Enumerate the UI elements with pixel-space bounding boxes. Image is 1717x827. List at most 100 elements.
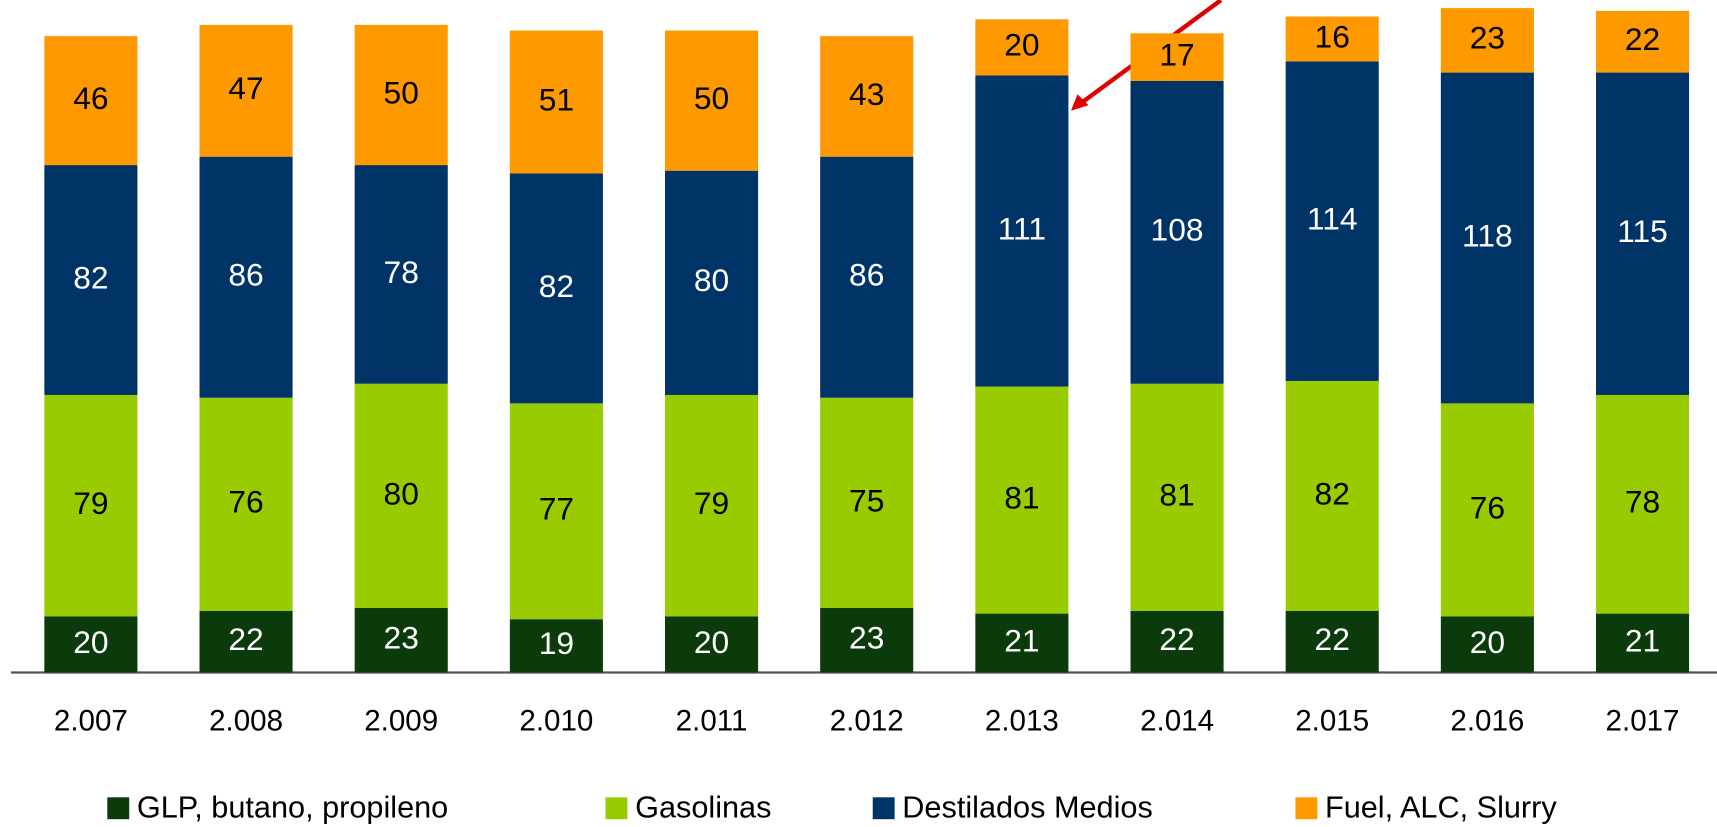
- x-tick-label: 2.013: [985, 705, 1059, 738]
- bar-segment: [1595, 10, 1690, 73]
- data-label: 82: [1315, 475, 1350, 511]
- bar-segment: [1440, 403, 1534, 617]
- bar-segment: [820, 397, 914, 608]
- data-label: 80: [384, 475, 419, 511]
- data-label: 20: [1470, 624, 1505, 660]
- bar-segment: [975, 19, 1069, 76]
- bar-segment: [509, 403, 603, 620]
- bar-segment: [44, 165, 138, 395]
- data-label: 76: [228, 484, 263, 520]
- data-label: 86: [849, 257, 884, 293]
- bar-segment: [665, 616, 759, 673]
- data-label: 20: [694, 624, 729, 660]
- bar-segment: [820, 156, 914, 398]
- data-label: 78: [1625, 484, 1660, 520]
- bar-segment: [1285, 16, 1379, 62]
- data-label: 82: [73, 259, 108, 295]
- x-tick-label: 2.012: [830, 705, 904, 738]
- x-tick-label: 2.015: [1295, 705, 1369, 738]
- data-label: 23: [849, 620, 884, 656]
- data-label: 22: [228, 621, 263, 657]
- data-label: 111: [998, 210, 1046, 246]
- bar-segment: [820, 607, 914, 673]
- data-label: 78: [384, 254, 419, 290]
- bar-segment: [199, 610, 293, 673]
- legend-label: GLP, butano, propileno: [137, 790, 448, 824]
- data-label: 75: [849, 482, 884, 518]
- bar-segment: [1440, 616, 1534, 673]
- bar-segment: [199, 156, 293, 398]
- data-label: 19: [539, 625, 574, 661]
- bar-segment: [975, 386, 1069, 614]
- legend-label: Fuel, ALC, Slurry: [1325, 790, 1557, 824]
- data-label: 108: [1151, 212, 1204, 248]
- bar-segment: [1440, 72, 1534, 404]
- legend-swatch: [107, 797, 130, 820]
- data-label: 50: [694, 80, 729, 116]
- data-label: 22: [1315, 621, 1350, 657]
- data-label: 50: [384, 74, 419, 110]
- legend-swatch: [872, 797, 895, 820]
- data-label: 23: [1470, 20, 1505, 56]
- bar-segment: [975, 613, 1069, 673]
- bar-segment: [44, 394, 138, 617]
- data-label: 81: [1159, 477, 1194, 513]
- bar-segment: [1595, 394, 1690, 614]
- data-label: 21: [1625, 622, 1660, 658]
- x-tick-label: 2.016: [1450, 705, 1524, 738]
- legend-label: Gasolinas: [635, 790, 771, 824]
- data-label: 22: [1625, 21, 1660, 57]
- data-label: 22: [1159, 621, 1194, 657]
- bar-segment: [1440, 8, 1534, 73]
- x-tick-label: 2.008: [209, 705, 283, 738]
- data-label: 23: [384, 620, 419, 656]
- bar-segment: [354, 607, 448, 673]
- bar-segment: [44, 36, 138, 166]
- bar-segment: [199, 24, 293, 157]
- data-label: 16: [1315, 18, 1350, 54]
- x-tick-label: 2.014: [1140, 705, 1214, 738]
- bar-segment: [1285, 610, 1379, 673]
- bar-segment: [354, 383, 448, 608]
- data-label: 43: [849, 76, 884, 112]
- bar-segment: [665, 394, 759, 617]
- data-label: 20: [73, 624, 108, 660]
- bar-segment: [975, 75, 1069, 387]
- data-label: 77: [539, 491, 574, 527]
- x-tick-label: 2.011: [676, 705, 748, 738]
- legend-swatch: [1295, 797, 1318, 820]
- x-tick-label: 2.010: [519, 705, 593, 738]
- bar-segment: [354, 24, 448, 166]
- bar-segment: [199, 397, 293, 611]
- data-label: 46: [73, 80, 108, 116]
- data-label: 115: [1617, 213, 1668, 249]
- legend-swatch: [605, 797, 628, 820]
- data-label: 17: [1159, 37, 1194, 73]
- data-label: 79: [73, 485, 108, 521]
- bar-segment: [665, 170, 759, 395]
- data-label: 21: [1004, 622, 1039, 658]
- data-label: 20: [1004, 27, 1039, 63]
- bar-segment: [1285, 380, 1379, 611]
- bar-segment: [820, 36, 914, 157]
- bar-segment: [1595, 613, 1690, 673]
- bar-segment: [1130, 610, 1224, 673]
- bar-segment: [1285, 61, 1379, 381]
- bar-segment: [1130, 33, 1224, 81]
- bar-segment: [1130, 80, 1224, 384]
- x-tick-label: 2.017: [1606, 705, 1680, 738]
- annotation-arrowhead: [1070, 94, 1089, 111]
- x-tick-label: 2.009: [364, 705, 438, 738]
- data-label: 114: [1307, 201, 1358, 237]
- bar-segment: [1595, 72, 1690, 395]
- data-label: 76: [1470, 489, 1505, 525]
- bar-segment: [665, 30, 759, 171]
- bar-segment: [1130, 383, 1224, 611]
- bar-segment: [509, 619, 603, 673]
- bar-segment: [44, 616, 138, 673]
- data-label: 80: [694, 262, 729, 298]
- data-label: 82: [539, 268, 574, 304]
- bar-segment: [509, 30, 603, 174]
- data-label: 86: [228, 257, 263, 293]
